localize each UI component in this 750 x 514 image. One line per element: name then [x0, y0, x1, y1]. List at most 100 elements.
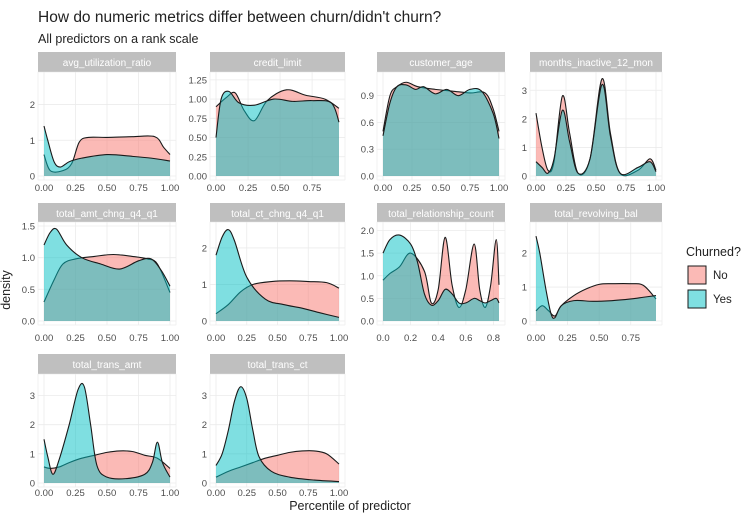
y-tick-label: 1.0	[361, 271, 374, 282]
y-tick-label: 0	[202, 317, 207, 328]
x-tick-label: 0.8	[487, 333, 500, 344]
x-axis-label: Percentile of predictor	[289, 499, 411, 513]
facet-strip-label: avg_utilization_ratio	[63, 58, 152, 69]
y-tick-label: 1.5	[361, 249, 374, 260]
density-area-yes	[383, 234, 499, 321]
legend-key-yes	[687, 289, 707, 309]
y-tick-label: 0.25	[189, 152, 208, 163]
facet-strip	[377, 203, 505, 222]
x-tick-label: 0.75	[129, 488, 148, 499]
density-area-yes	[44, 383, 170, 483]
x-tick-label: 0.50	[98, 488, 117, 499]
x-tick-label: 0.25	[238, 488, 257, 499]
facet-panel: total_amt_chng_q4_q10.00 0.25 0.50 0.75 1.00…	[22, 203, 179, 344]
density-line-yes	[382, 234, 500, 306]
x-tick-label: 1.00	[647, 183, 666, 194]
density-line-yes	[535, 84, 657, 176]
density-line-yes	[535, 236, 657, 319]
x-tick-label: 0.75	[461, 183, 480, 194]
facet-panel: total_trans_ct 0.00 0.25 0.50 0.75 1.00 0 1 2 3	[202, 354, 349, 499]
y-tick-label: 0.0	[22, 317, 35, 328]
density-line-yes	[215, 90, 340, 138]
y-tick-label: 0	[522, 317, 527, 328]
x-tick-label: 0.50	[268, 488, 287, 499]
y-axis-label: density	[0, 269, 13, 309]
legend: Churned? No Yes	[686, 245, 741, 309]
x-tick-label: 0.00	[527, 183, 546, 194]
x-tick-label: 0.75	[129, 183, 148, 194]
y-tick-label: 0	[522, 172, 527, 183]
x-tick-label: 1.00	[330, 488, 349, 499]
x-tick-label: 0.6	[459, 333, 472, 344]
x-tick-label: 0.00	[35, 183, 54, 194]
facet-strip	[210, 52, 345, 72]
y-tick-label: 3	[202, 391, 207, 402]
x-tick-label: 0.25	[557, 183, 576, 194]
x-tick-label: 0.75	[617, 183, 636, 194]
x-tick-label: 0.2	[404, 333, 417, 344]
x-tick-label: 0.00	[35, 333, 54, 344]
density-line-yes	[43, 227, 171, 287]
facet-panel: avg_utilization_ratio 0.00 0.25 0.50 0.75 1.0…	[30, 52, 179, 194]
y-tick-label: 2	[522, 249, 527, 260]
facet-strip-label: total_revolving_bal	[554, 209, 637, 220]
facet-strip-label: months_inactive_12_mon	[539, 58, 653, 69]
y-tick-label: 1.5	[22, 222, 35, 233]
x-tick-label: 0.25	[66, 333, 85, 344]
y-tick-label: 0.0	[361, 317, 374, 328]
facet-panel: total_trans_amt 0.00 0.25 0.50 0.75 1.00 0 1 2 3	[30, 354, 179, 499]
y-tick-label: 0.5	[22, 285, 35, 296]
density-area-yes	[216, 386, 339, 483]
x-tick-label: 0.00	[527, 333, 546, 344]
x-tick-label: 0.75	[621, 333, 640, 344]
x-tick-label: 0.00	[207, 333, 226, 344]
density-line-yes	[43, 125, 171, 168]
facet-strip	[530, 203, 662, 222]
y-tick-label: 1	[202, 449, 207, 460]
y-tick-label: 0	[30, 172, 35, 183]
density-line-yes	[382, 83, 500, 139]
facet-strip	[38, 52, 176, 72]
density-area-yes	[216, 91, 339, 176]
legend-key-no	[687, 265, 707, 285]
density-area-yes	[44, 126, 170, 176]
density-line-no	[382, 81, 500, 132]
x-tick-label: 1.00	[490, 183, 509, 194]
facet-panel: months_inactive_12_mon 0.00 0.25 0.50 0.75 1.…	[522, 52, 666, 194]
density-area-yes	[44, 228, 170, 321]
x-tick-label: 0.00	[35, 488, 54, 499]
x-tick-label: 0.50	[587, 183, 606, 194]
legend-label-yes: Yes	[713, 294, 732, 306]
x-tick-label: 0.25	[239, 183, 258, 194]
density-area-yes	[536, 84, 656, 176]
y-tick-label: 0.75	[189, 114, 208, 125]
x-tick-label: 0.50	[271, 183, 290, 194]
y-tick-label: 2	[522, 114, 527, 125]
x-tick-label: 0.25	[66, 488, 85, 499]
density-line-yes	[215, 386, 340, 483]
x-tick-label: 0.25	[403, 183, 422, 194]
legend-title: Churned?	[686, 245, 741, 259]
y-tick-label: 0.0	[361, 172, 374, 183]
y-tick-label: 1.25	[189, 75, 208, 86]
facet-strip-label: total_relationship_count	[388, 209, 494, 220]
facet-strip	[530, 52, 662, 72]
x-tick-label: 1.00	[330, 333, 349, 344]
density-line-yes	[43, 382, 171, 480]
x-tick-label: 0.4	[432, 333, 445, 344]
y-tick-label: 0.50	[189, 133, 208, 144]
facet-panel: total_ct_chng_q4_q1 0.00 0.25 0.50 0.75 1.00 0…	[202, 203, 349, 344]
density-line-yes	[215, 229, 340, 318]
y-tick-label: 1.0	[22, 253, 35, 264]
y-tick-label: 2.0	[361, 226, 374, 237]
facet-panel: credit_limit 0.00 0.25 0.50 0.75 0.00 0.25 0.50…	[189, 52, 346, 194]
x-tick-label: 0.25	[66, 183, 85, 194]
chart-title: How do numeric metrics differ between ch…	[38, 9, 442, 26]
y-tick-label: 0.00	[189, 172, 208, 183]
y-tick-label: 0.3	[361, 145, 374, 156]
x-tick-label: 0.00	[207, 183, 226, 194]
x-tick-label: 0.00	[207, 488, 226, 499]
x-tick-label: 0.75	[299, 488, 318, 499]
